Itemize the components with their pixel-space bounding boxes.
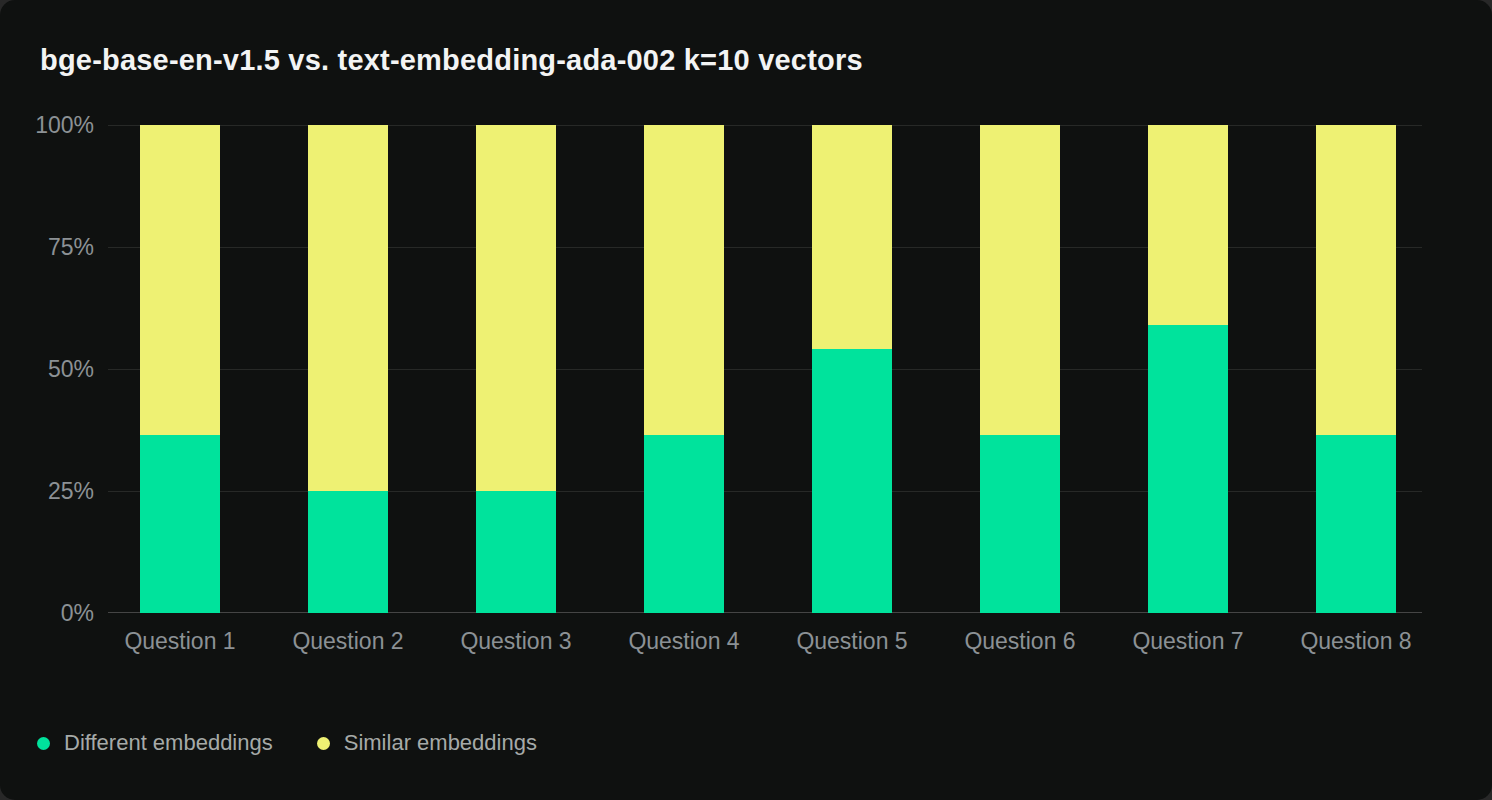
x-tick-label: Question 5 [768,627,936,655]
x-tick-label: Question 4 [600,627,768,655]
legend-label: Similar embeddings [344,730,537,756]
legend-item-similar-embeddings[interactable]: Similar embeddings [317,730,537,756]
y-tick-label: 100% [0,112,94,138]
legend-dot-icon [317,737,330,750]
chart-title: bge-base-en-v1.5 vs. text-embedding-ada-… [40,44,863,77]
stacked-bar [308,125,388,613]
bar-segment-similar-embeddings [1316,125,1396,435]
bar-segment-different-embeddings [308,491,388,613]
bar-segment-similar-embeddings [1148,125,1228,325]
bar-segment-similar-embeddings [980,125,1060,435]
x-tick-label: Question 8 [1272,627,1440,655]
stacked-bar [1316,125,1396,613]
chart-legend: Different embeddings Similar embeddings [37,730,537,756]
stacked-bar [644,125,724,613]
x-tick-label: Question 3 [432,627,600,655]
stacked-bar [980,125,1060,613]
chart-card-page: bge-base-en-v1.5 vs. text-embedding-ada-… [0,0,1492,800]
legend-item-different-embeddings[interactable]: Different embeddings [37,730,273,756]
legend-label: Different embeddings [64,730,273,756]
bar-segment-different-embeddings [812,349,892,613]
y-tick-label: 0% [0,600,94,626]
stacked-bar [812,125,892,613]
stacked-bar [476,125,556,613]
bar-segment-different-embeddings [644,435,724,613]
chart-region: 100%75%50%25%0% Question 1Question 2Ques… [0,125,1492,685]
stacked-bar [140,125,220,613]
stacked-bar [1148,125,1228,613]
bar-segment-different-embeddings [980,435,1060,613]
bar-segment-similar-embeddings [308,125,388,491]
y-tick-label: 50% [0,356,94,382]
x-tick-label: Question 1 [96,627,264,655]
y-axis: 100%75%50%25%0% [0,125,96,613]
y-tick-label: 75% [0,234,94,260]
bar-segment-different-embeddings [1316,435,1396,613]
bar-segment-similar-embeddings [476,125,556,491]
bar-segment-different-embeddings [476,491,556,613]
plot-area [108,125,1422,613]
x-tick-label: Question 6 [936,627,1104,655]
x-axis: Question 1Question 2Question 3Question 4… [108,627,1422,657]
bar-segment-different-embeddings [140,435,220,613]
x-tick-label: Question 2 [264,627,432,655]
bar-segment-similar-embeddings [644,125,724,435]
bar-segment-similar-embeddings [812,125,892,349]
chart-card: bge-base-en-v1.5 vs. text-embedding-ada-… [0,0,1492,800]
bar-segment-similar-embeddings [140,125,220,435]
y-tick-label: 25% [0,478,94,504]
x-tick-label: Question 7 [1104,627,1272,655]
legend-dot-icon [37,737,50,750]
bar-segment-different-embeddings [1148,325,1228,613]
